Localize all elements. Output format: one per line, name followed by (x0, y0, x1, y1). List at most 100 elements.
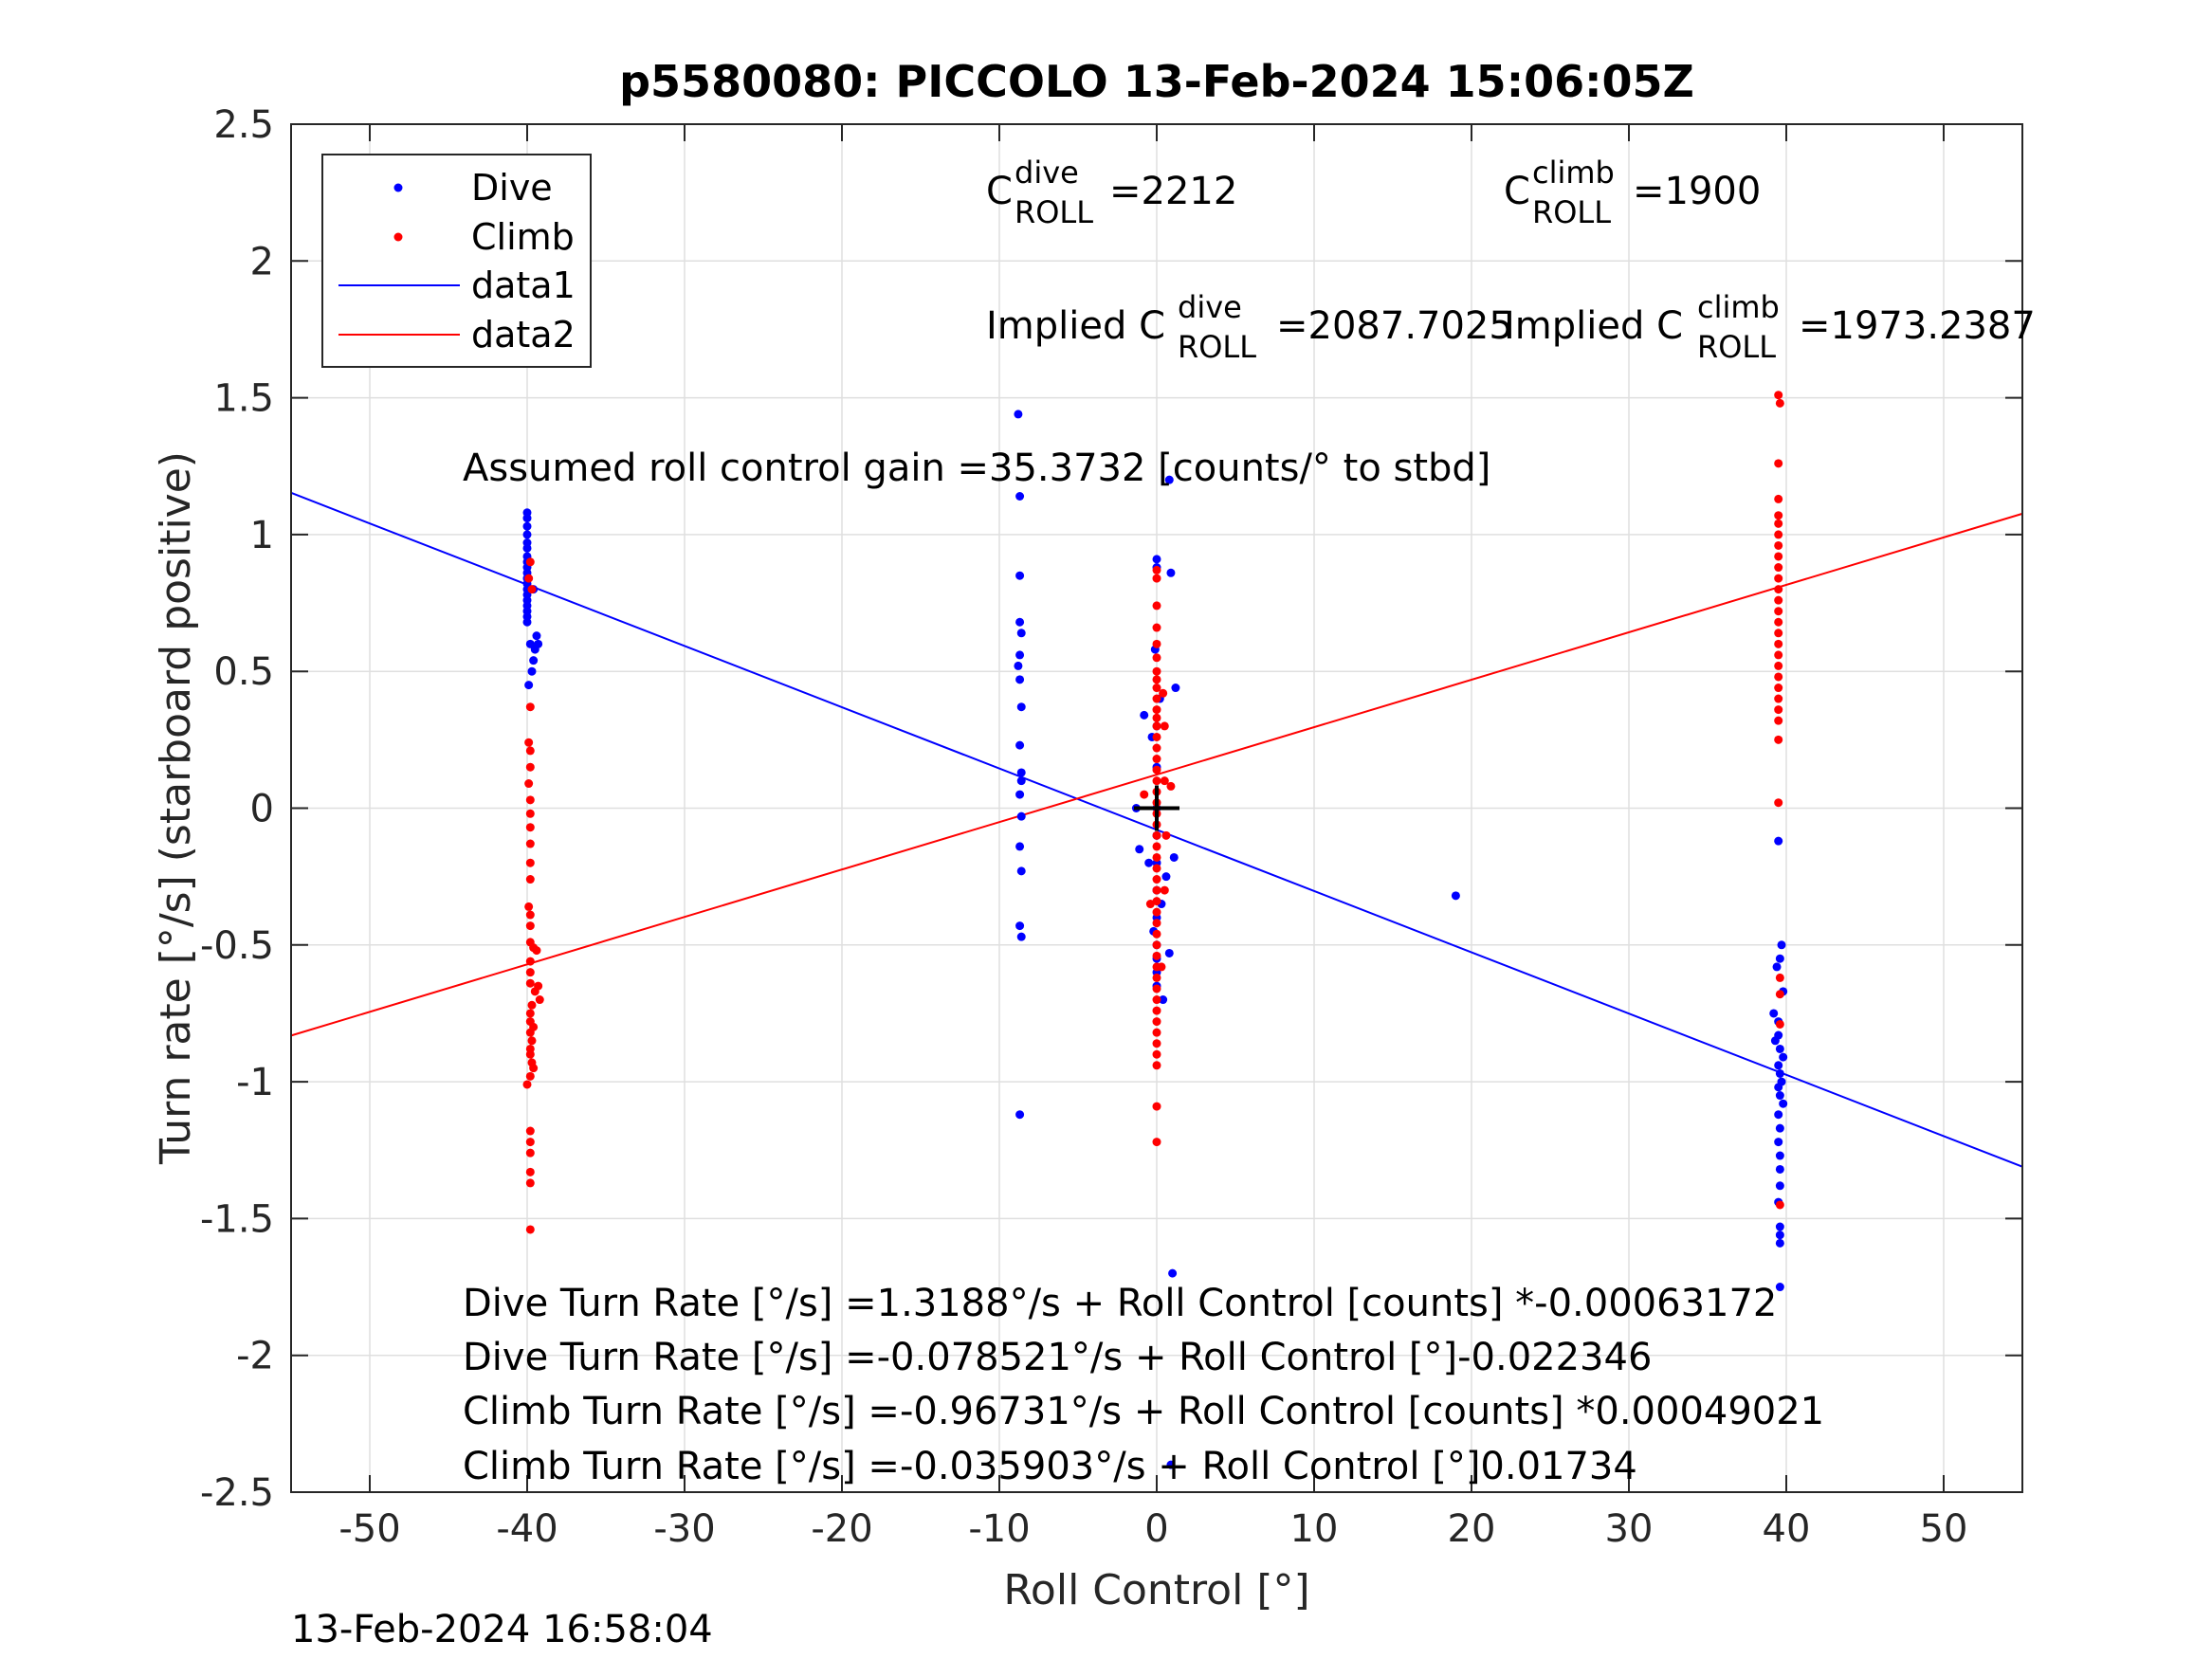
climb-point (1774, 563, 1783, 573)
climb-point (525, 839, 535, 848)
x-tick-label: 10 (1290, 1507, 1339, 1551)
axis-ticks (291, 123, 2022, 1493)
dive-point (1014, 410, 1023, 419)
dive-point (1775, 1091, 1784, 1101)
climb-point (1152, 984, 1161, 994)
dive-point (522, 543, 532, 553)
climb-point (525, 557, 535, 567)
climb-point (1775, 1019, 1784, 1029)
climb-point (524, 902, 534, 911)
dive-point (1774, 1110, 1783, 1120)
climb-point (1774, 391, 1783, 400)
svg-text:=1900: =1900 (1633, 170, 1761, 213)
dive-point (1775, 1044, 1784, 1053)
climb-point (1152, 973, 1161, 982)
climb-point (1774, 716, 1783, 725)
climb-point (525, 809, 535, 818)
x-tick-label: 20 (1448, 1507, 1496, 1551)
annotation-dive-eq-counts: Dive Turn Rate [°/s] =1.3188°/s + Roll C… (463, 1282, 1777, 1325)
dive-point (522, 530, 532, 539)
climb-point (525, 910, 535, 920)
x-tick-label: 50 (1920, 1507, 1968, 1551)
data-points (522, 391, 1788, 1469)
climb-point (525, 858, 535, 867)
climb-point (527, 1000, 537, 1010)
climb-point (525, 1126, 535, 1136)
climb-point (1152, 639, 1161, 648)
dive-point (1015, 675, 1025, 684)
dive-point (1772, 962, 1782, 972)
climb-point (524, 779, 534, 789)
y-tick-label: 1.5 (213, 377, 274, 421)
dive-point (1777, 940, 1786, 950)
annotation-c-climb: C climb ROLL =1900 (1504, 155, 1761, 230)
climb-point (1774, 661, 1783, 670)
dive-point (1775, 1231, 1784, 1240)
climb-point (1152, 565, 1161, 574)
x-axis-label: Roll Control [°] (1003, 1566, 1309, 1614)
climb-point (525, 762, 535, 772)
climb-point (1160, 776, 1169, 786)
climb-point (1152, 951, 1161, 960)
climb-point (1152, 907, 1161, 917)
dive-point (1770, 1036, 1780, 1046)
y-tick-label: -0.5 (200, 924, 274, 968)
svg-text:climb: climb (1532, 155, 1615, 191)
dive-point (1015, 921, 1025, 931)
svg-text:dive: dive (1178, 289, 1242, 325)
climb-point (1152, 765, 1161, 775)
annotation-c-dive: C dive ROLL =2212 (986, 155, 1237, 230)
climb-point (1160, 721, 1169, 731)
y-tick-label: 2 (250, 240, 274, 283)
dive-point (1016, 776, 1026, 786)
y-tick-label: 2.5 (213, 103, 274, 147)
climb-point (1152, 940, 1161, 950)
dive-point (1774, 1138, 1783, 1147)
y-tick-label: 0 (250, 788, 274, 831)
climb-point (525, 823, 535, 832)
climb-point (1160, 885, 1169, 895)
climb-point (1152, 666, 1161, 676)
climb-point (1774, 694, 1783, 703)
dive-point (1775, 1222, 1784, 1231)
dive-point (1016, 702, 1026, 712)
climb-point (534, 981, 543, 991)
climb-point (1152, 684, 1161, 693)
svg-text:Implied C: Implied C (1504, 304, 1683, 348)
climb-point (1152, 623, 1161, 632)
dive-point (1159, 995, 1168, 1005)
climb-point (1774, 595, 1783, 605)
climb-point (529, 1064, 539, 1073)
svg-text:=1973.2387: =1973.2387 (1799, 304, 2036, 348)
climb-point (1152, 675, 1161, 684)
dive-point (1016, 629, 1026, 638)
climb-point (1152, 929, 1161, 939)
climb-point (1774, 629, 1783, 638)
dive-point (1016, 768, 1026, 777)
x-tick-label: 40 (1763, 1507, 1811, 1551)
svg-text:ROLL: ROLL (1015, 194, 1093, 230)
legend: Dive Climb data1 data2 (321, 154, 592, 368)
climb-point (524, 738, 534, 747)
climb-point (525, 746, 535, 756)
x-tick-label: -20 (811, 1507, 872, 1551)
dive-point (1015, 790, 1025, 799)
dive-point (1774, 836, 1783, 846)
climb-point (1152, 743, 1161, 753)
climb-point (527, 585, 537, 594)
svg-text:C: C (986, 170, 1013, 213)
climb-point (525, 978, 535, 988)
dive-point (1775, 1151, 1784, 1160)
climb-point (1152, 1006, 1161, 1015)
climb-point (1774, 798, 1783, 808)
legend-climb-label: Climb (471, 216, 575, 258)
dive-point (529, 656, 539, 665)
legend-climb-marker (393, 232, 403, 242)
fit-line-data2 (290, 512, 2023, 1037)
dive-point (1016, 932, 1026, 941)
annotation-climb-eq-counts: Climb Turn Rate [°/s] =-0.96731°/s + Rol… (463, 1390, 1824, 1433)
dive-point (524, 681, 534, 690)
dive-point (1769, 1009, 1779, 1018)
climb-point (1774, 617, 1783, 627)
climb-point (1775, 398, 1784, 408)
